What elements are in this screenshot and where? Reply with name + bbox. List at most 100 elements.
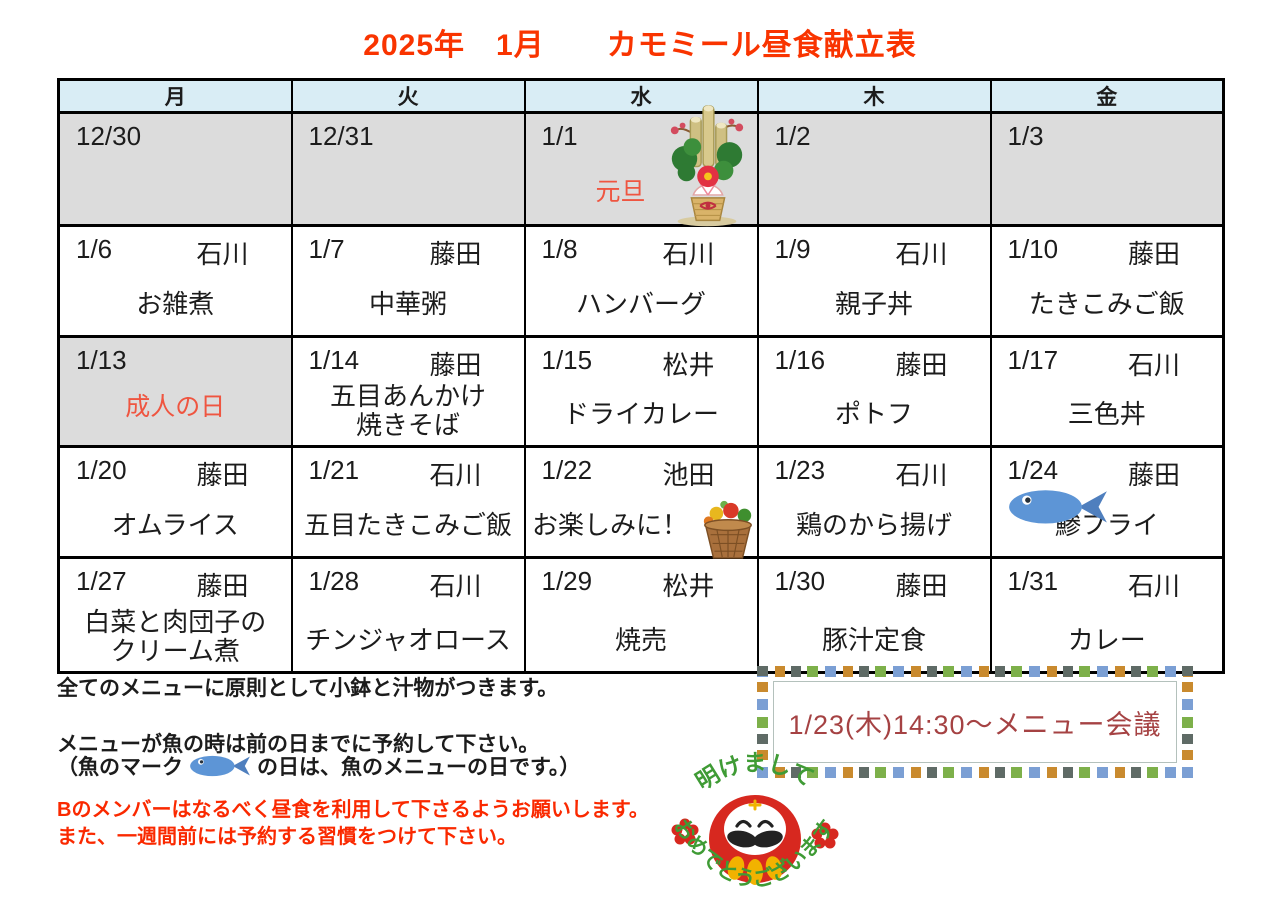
calendar-day-cell: 1/3	[989, 111, 1225, 227]
calendar-day-cell: 1/15 松井ドライカレー	[523, 335, 759, 448]
kadomatsu-icon	[663, 104, 751, 227]
cell-date: 1/28	[308, 566, 360, 596]
cell-cook-name: 石川	[429, 460, 482, 490]
daruma-illustration: 明けまして おめでとうございます	[652, 742, 857, 904]
weekday-header: 水	[523, 78, 759, 114]
cell-date: 1/21	[308, 455, 360, 485]
menu-item: オムライス	[111, 509, 239, 540]
calendar-day-cell: 1/13 成人の日	[57, 335, 293, 448]
cell-date: 1/13	[76, 345, 127, 375]
menu-item: 親子丼	[834, 288, 913, 319]
cell-cook-name: 藤田	[895, 350, 948, 380]
calendar-week-row: 12/30 12/31 1/1 元旦 1/2 1/3	[57, 105, 1225, 227]
cell-cook-name: 藤田	[429, 239, 482, 269]
plum-blossom-left	[671, 818, 699, 845]
menu-item: ハンバーグ	[575, 288, 706, 319]
calendar-day-cell: 1/21 石川五目たきこみご飯	[290, 445, 526, 559]
calendar-week-row: 1/27 藤田白菜と肉団子の クリーム煮 1/28 石川チンジャオロース 1/29 松井焼…	[57, 556, 1225, 674]
cell-date: 1/2	[774, 121, 811, 151]
calendar-week-row: 1/20 藤田 オムライス 1/21 石川 五目たきこみご飯 1/22 池田 お楽しみに！ 1/2…	[57, 445, 1225, 559]
holiday-label: 元旦	[595, 178, 646, 206]
calendar-day-cell: 1/23 石川 鶏のから揚げ	[756, 445, 992, 559]
cell-date: 1/7	[308, 234, 345, 264]
menu-item: 中華粥	[368, 288, 447, 319]
fish-icon	[1006, 484, 1110, 530]
holiday-label: 成人の日	[125, 393, 226, 421]
menu-item: 白菜と肉団子の クリーム煮	[84, 606, 267, 666]
calendar-day-cell: 1/27 藤田白菜と肉団子の クリーム煮	[57, 556, 293, 674]
cell-date: 1/23	[774, 455, 826, 485]
cell-date: 1/10	[1007, 234, 1059, 264]
weekday-header: 月	[57, 78, 293, 114]
note-fish-mark: （魚のマーク の日は、魚のメニューの日です。）	[57, 751, 580, 781]
calendar-day-cell: 1/29 松井 焼売	[523, 556, 759, 674]
cell-date: 1/22	[541, 455, 593, 485]
calendar-body: 12/30 12/31 1/1 元旦 1/2 1/3 1/6 石川 お雑煮 1/7 藤田 中華粥 1/8…	[57, 105, 1225, 674]
cell-date: 1/3	[1007, 121, 1044, 151]
calendar-day-cell: 1/22 池田 お楽しみに！	[523, 445, 759, 559]
cell-date: 1/30	[774, 566, 826, 596]
note-side-dishes: 全てのメニューに原則として小鉢と汁物がつきます。	[57, 677, 559, 700]
meeting-label: 1/23(木)14:30〜メニュー会議	[773, 681, 1177, 763]
calendar-day-cell: 1/28 石川チンジャオロース	[290, 556, 526, 674]
lunch-menu-calendar: 月火水木金 12/30 12/31 1/1 元旦 1/2 1/3 1/6 石川 お雑煮 1/7 藤田…	[57, 78, 1225, 674]
cell-date: 1/16	[774, 345, 826, 375]
note-fish-reservation: メニューが魚の時は前の日までに予約して下さい。	[57, 733, 540, 756]
cell-date: 1/8	[541, 234, 578, 264]
decorative-frame-right	[1182, 666, 1193, 778]
calendar-day-cell: 1/24 藤田 鯵フライ	[989, 445, 1225, 559]
cell-cook-name: 藤田	[1127, 460, 1180, 490]
calendar-day-cell: 1/17 石川 三色丼	[989, 335, 1225, 448]
calendar-day-cell: 1/30 藤田 豚汁定食	[756, 556, 992, 674]
menu-item: チンジャオロース	[305, 624, 511, 655]
cell-date: 1/20	[76, 455, 127, 485]
calendar-day-cell: 1/20 藤田 オムライス	[57, 445, 293, 559]
cell-date: 1/24	[1007, 455, 1059, 485]
cell-date: 1/29	[541, 566, 593, 596]
cell-date: 1/31	[1007, 566, 1059, 596]
cell-date: 1/6	[76, 234, 113, 264]
cell-date: 1/15	[541, 345, 593, 375]
cell-date: 1/9	[774, 234, 811, 264]
greeting-top-text: 明けまして	[691, 749, 818, 795]
warning-note: Bのメンバーはなるべく昼食を利用して下さるようお願いします。 また、一週間前には…	[57, 797, 649, 851]
menu-item: ポトフ	[834, 398, 913, 429]
decorative-frame-top	[757, 666, 1193, 677]
cell-date: 1/27	[76, 566, 127, 596]
cell-cook-name: 石川	[895, 239, 948, 269]
calendar-day-cell: 1/9 石川親子丼	[756, 224, 992, 338]
page-title: 2025年 1月 カモミール昼食献立表	[363, 29, 917, 62]
calendar-day-cell: 1/16 藤田ポトフ	[756, 335, 992, 448]
note-fish-mark-suffix: の日は、魚のメニューの日です。）	[257, 756, 581, 779]
cell-cook-name: 石川	[1127, 571, 1180, 601]
vegetable-basket-icon	[699, 498, 757, 562]
menu-item: ドライカレー	[562, 398, 719, 429]
cell-cook-name: 松井	[662, 350, 715, 380]
cell-cook-name: 石川	[429, 571, 482, 601]
plum-blossom-right	[811, 822, 839, 849]
decorative-frame-left	[757, 666, 768, 778]
calendar-day-cell: 1/1 元旦	[523, 105, 759, 227]
weekday-header-row: 月火水木金	[57, 78, 1225, 114]
svg-text:明けまして: 明けまして	[691, 749, 818, 795]
menu-item: 焼売	[614, 624, 667, 655]
cell-date: 12/31	[308, 121, 374, 151]
calendar-day-cell: 1/7 藤田中華粥	[290, 224, 526, 338]
warning-line-2: また、一週間前には予約する習慣をつけて下さい。	[57, 826, 517, 848]
cell-cook-name: 藤田	[429, 350, 482, 380]
menu-item: 三色丼	[1067, 398, 1146, 429]
menu-item: お雑煮	[136, 288, 215, 319]
note-fish-mark-prefix: （魚のマーク	[57, 756, 183, 779]
cell-date: 12/30	[76, 121, 142, 151]
decorative-frame-bottom	[757, 767, 1193, 778]
calendar-week-row: 1/13 成人の日 1/14 藤田 五目あんかけ 焼きそば 1/15 松井 ドライカレー 1/1…	[57, 335, 1225, 448]
calendar-week-row: 1/6 石川 お雑煮 1/7 藤田 中華粥 1/8 石川 ハンバーグ 1/9 石川 親子丼 1/10 藤田…	[57, 224, 1225, 338]
cell-cook-name: 藤田	[196, 571, 249, 601]
cell-cook-name: 藤田	[1127, 239, 1180, 269]
calendar-day-cell: 1/31 石川 カレー	[989, 556, 1225, 674]
menu-item: 五目たきこみご飯	[303, 509, 512, 540]
cell-date: 1/1	[541, 121, 578, 151]
calendar-day-cell: 1/2	[756, 111, 992, 227]
calendar-day-cell: 1/6 石川 お雑煮	[57, 224, 293, 338]
menu-item: 豚汁定食	[821, 624, 926, 655]
